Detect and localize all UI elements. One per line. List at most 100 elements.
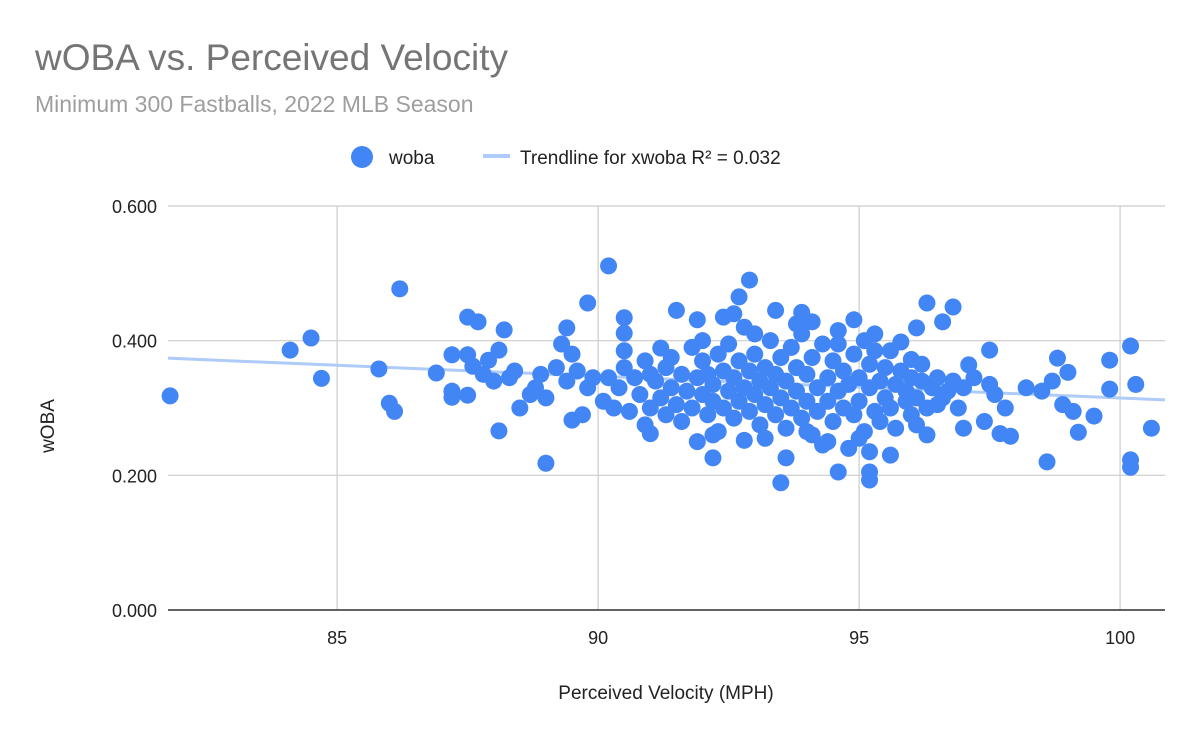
data-point [391,280,409,298]
data-point [302,329,320,347]
data-point [787,382,805,400]
data-point [1085,407,1103,425]
data-point [850,392,868,410]
data-point [459,386,477,404]
data-point [443,388,461,406]
data-point [584,369,602,387]
data-point [474,365,492,383]
data-point [944,298,962,316]
data-point [1122,337,1140,355]
data-point [1043,372,1061,390]
data-point [918,426,936,444]
data-point [1038,453,1056,471]
data-point [834,362,852,380]
legend-trendline-label: Trendline for xwoba R² = 0.032 [520,148,781,169]
data-point [960,356,978,374]
data-point [704,426,722,444]
data-point [636,352,654,370]
data-point [981,341,999,359]
x-axis-label: Perceived Velocity (MPH) [558,683,773,704]
data-points [161,257,1160,492]
data-point [819,433,837,451]
data-point [928,369,946,387]
data-point [955,379,973,397]
data-point [965,369,983,387]
data-point [553,335,571,353]
data-point [735,431,753,449]
data-point [808,402,826,420]
data-point [761,379,779,397]
data-point [678,382,696,400]
data-point [1064,402,1082,420]
data-point [850,429,868,447]
data-point [845,406,863,424]
data-point [803,349,821,366]
data-point [631,386,649,404]
data-point [949,399,967,417]
data-point [767,301,785,319]
data-point [918,399,936,417]
data-point [725,409,743,427]
data-point [730,288,748,306]
y-axis-label: wOBA [38,399,59,454]
data-point [819,369,837,387]
data-point [814,335,832,353]
data-point [740,402,758,420]
data-point [1101,351,1119,369]
data-point [1101,380,1119,398]
data-point [558,319,576,337]
data-point [840,439,858,457]
data-point [782,399,800,417]
data-point [490,422,508,440]
data-point [829,463,847,481]
data-point [1127,375,1145,393]
data-point [720,335,738,353]
data-point [751,416,769,434]
legend-woba-label: woba [388,148,435,169]
legend: woba Trendline for xwoba R² = 0.032 [351,146,781,169]
data-point [704,449,722,467]
y-tick-label: 0.600 [112,197,157,217]
data-point [887,419,905,437]
data-point [657,406,675,424]
y-tick-label: 0.400 [112,332,157,352]
data-point [615,342,633,360]
data-point [902,406,920,424]
data-point [615,324,633,342]
data-point [1001,427,1019,445]
data-point [641,365,659,383]
data-point [579,294,597,312]
data-point [866,325,884,343]
data-point [652,389,670,407]
legend-woba-marker [351,146,373,168]
data-point [756,396,774,414]
data-point [798,392,816,410]
data-point [312,369,330,387]
data-point [443,346,461,364]
data-point [902,369,920,387]
data-point [1048,349,1066,367]
data-point [1017,379,1035,397]
data-point [772,389,790,407]
data-point [699,406,717,424]
data-point [725,369,743,387]
y-tick-label: 0.000 [112,601,157,621]
data-point [777,449,795,467]
data-point [709,345,727,363]
data-point [641,425,659,443]
data-point [626,369,644,387]
data-point [866,342,884,360]
data-point [746,345,764,363]
chart-subtitle: Minimum 300 Fastballs, 2022 MLB Season [35,91,474,117]
data-point [861,443,879,461]
data-point [772,474,790,492]
data-point [871,412,889,430]
y-tick-label: 0.200 [112,466,157,486]
data-point [876,359,894,377]
data-point [506,362,524,380]
data-point [861,471,879,489]
x-tick-label: 100 [1105,628,1135,648]
data-point [558,372,576,390]
data-point [526,379,544,397]
